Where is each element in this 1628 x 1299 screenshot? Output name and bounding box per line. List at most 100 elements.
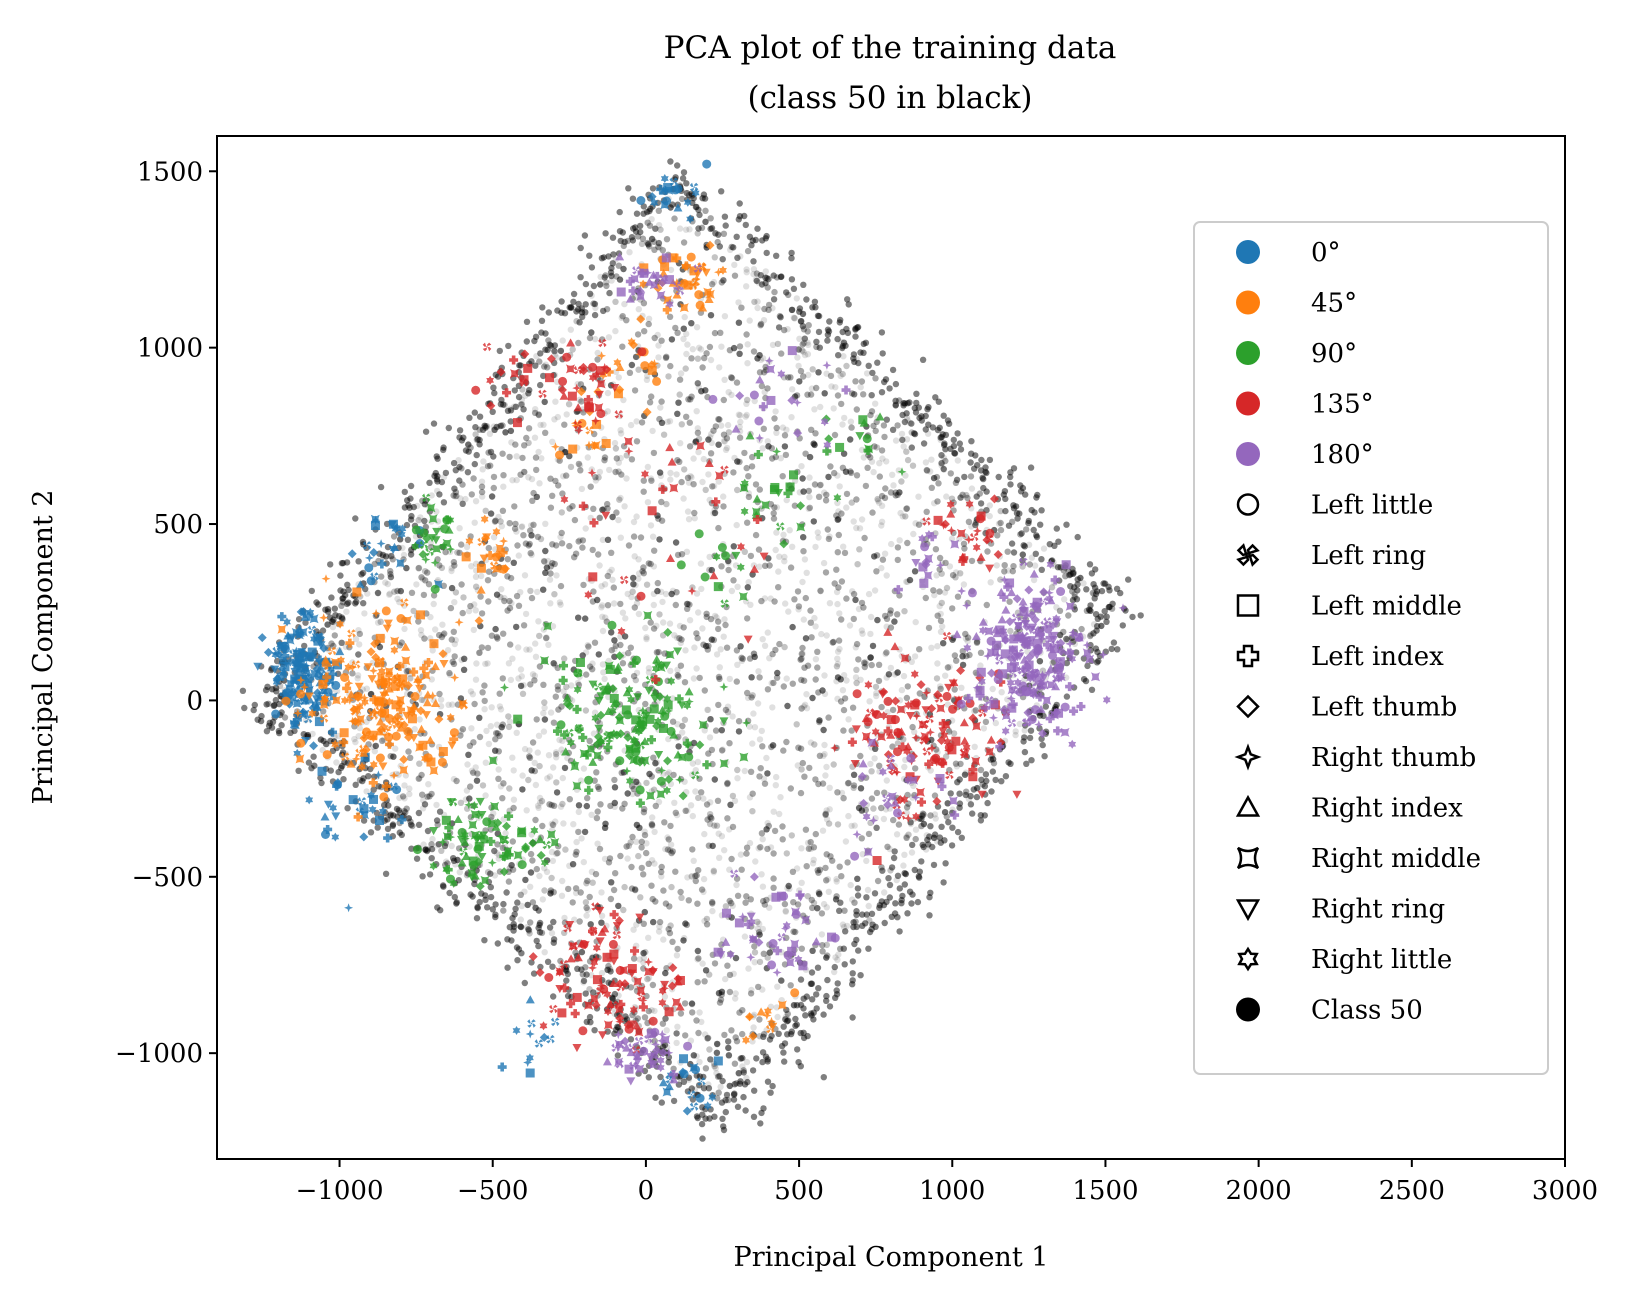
class-50-point [834,980,841,987]
class-50-point [901,763,908,771]
class-50-point [682,226,690,233]
class-50-point [436,808,444,815]
class-50-point [834,549,841,556]
class-50-point [1114,646,1121,653]
class-50-point [1012,728,1019,735]
class-50-point [707,356,715,364]
class-50-point [868,768,875,775]
class-50-point [831,469,838,477]
class-50-point [471,409,478,416]
class-50-point [720,230,728,237]
class-50-point [584,642,591,649]
class-50-point [1033,533,1041,541]
class-50-point [650,601,657,609]
class-50-point [359,686,366,693]
class-50-point [607,895,615,903]
class-50-point [487,462,494,469]
class-50-point [586,290,594,297]
class-50-point [680,239,688,246]
class-50-point [430,600,437,608]
class-50-point [883,458,890,465]
class-50-point [559,800,566,808]
class-50-point [527,587,534,595]
class-50-point [354,675,361,682]
class-50-point [648,393,655,400]
class-50-point [836,907,843,914]
class-50-point [834,600,841,608]
class-50-point [558,746,565,753]
class-50-point [878,518,886,525]
class-50-point [826,1003,834,1010]
class-50-point [701,830,708,838]
class-50-point [577,244,584,252]
class-50-point [433,801,440,809]
class-50-point [636,956,643,963]
class-50-point [879,556,887,563]
class-50-point [838,578,846,585]
class-50-point [684,600,691,608]
class-50-point [718,422,725,429]
class-50-point [506,453,513,461]
class-50-point [542,547,549,555]
class-50-point [422,846,429,854]
class-50-point [801,664,808,671]
class-50-point [900,862,907,869]
class-50-point [526,646,533,653]
class-50-point [666,313,674,320]
class-50-point [722,621,729,629]
class-50-point [604,505,611,512]
class-50-point [802,1012,809,1019]
class-50-point [674,457,681,464]
class-50-point [329,623,337,631]
class-50-point [594,596,601,604]
class-50-point [663,353,670,360]
class-50-point [343,600,351,608]
class-50-point [833,878,840,885]
class-50-point [857,972,864,979]
class-50-point [883,649,890,656]
class-50-point [774,1013,781,1021]
class-50-point [818,910,826,917]
class-50-point [698,1018,705,1026]
class-50-point [747,990,755,997]
class-50-point [761,780,769,787]
class-50-point [748,674,755,681]
class-50-point [617,454,624,462]
class-50-point [933,675,941,682]
class-50-point [542,520,549,527]
class-50-point [722,1108,729,1116]
class-50-point [699,478,706,486]
class-50-point [803,296,810,303]
class-50-point [630,955,638,962]
class-50-point [553,789,561,796]
class-50-point [466,795,473,802]
class-50-point [872,427,879,435]
class-50-point [474,436,481,443]
class-50-point [837,698,845,705]
class-50-point [800,616,807,623]
class-50-point [851,822,858,829]
class-50-point [518,673,525,680]
class-50-point [600,505,607,513]
class-50-point [700,875,708,883]
class-50-point [797,789,805,797]
class-50-point [702,486,709,494]
class-50-point [520,682,527,689]
class-50-point [689,846,696,853]
class-50-point [812,656,820,663]
class-50-point [694,380,702,387]
class-50-point [604,408,611,415]
class-50-point [681,679,689,686]
class-50-point [592,474,599,481]
class-50-point [878,502,886,509]
class-50-point [713,1041,721,1048]
class-50-point [938,823,945,830]
class-50-point [506,785,513,792]
class-50-point [627,421,635,429]
class-50-point [736,458,743,466]
class-50-point [374,589,382,597]
class-50-point [571,516,579,524]
class-50-point [759,836,766,843]
class-50-point [971,743,978,750]
class-50-point [752,858,759,865]
